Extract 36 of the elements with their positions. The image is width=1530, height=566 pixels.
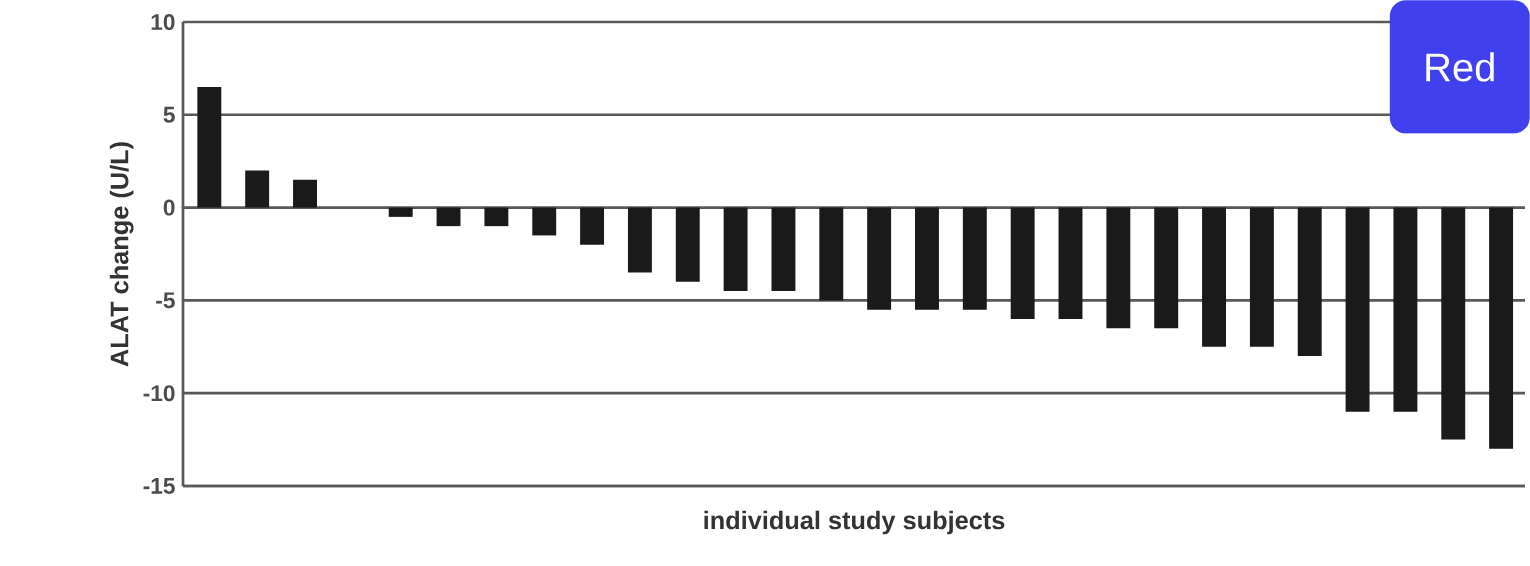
bar	[484, 207, 509, 227]
bar	[1249, 207, 1274, 347]
bar	[962, 207, 987, 310]
bar	[532, 207, 557, 236]
bar	[388, 207, 413, 217]
bar	[1154, 207, 1179, 329]
bar	[1058, 207, 1083, 319]
y-tick-label: -5	[156, 292, 175, 309]
y-tick-label: -10	[143, 385, 175, 402]
x-axis-title: individual study subjects	[704, 510, 1005, 535]
bar	[915, 207, 939, 310]
bar	[1441, 207, 1466, 440]
bar	[1345, 207, 1370, 412]
bar	[771, 207, 796, 292]
bar	[723, 207, 748, 292]
bar	[580, 207, 605, 245]
y-tick-label: 10	[151, 13, 175, 31]
bar	[627, 207, 652, 273]
bar	[245, 170, 270, 208]
y-tick-label: 5	[163, 106, 175, 123]
bar	[1202, 207, 1226, 347]
annotation: Red	[1426, 52, 1494, 82]
bar	[819, 207, 844, 301]
bar	[867, 207, 892, 310]
bar	[197, 86, 222, 208]
bar	[1489, 207, 1514, 449]
bar	[675, 207, 700, 282]
y-axis-title: ALAT change (U/L)	[109, 142, 134, 367]
y-tick-label: 0	[163, 199, 175, 216]
bar	[1106, 207, 1131, 329]
y-tick-label: -15	[143, 478, 175, 494]
bar	[436, 207, 461, 227]
bar	[1297, 207, 1322, 357]
bar	[293, 179, 317, 208]
bar	[1393, 207, 1418, 412]
bar	[1010, 207, 1035, 319]
